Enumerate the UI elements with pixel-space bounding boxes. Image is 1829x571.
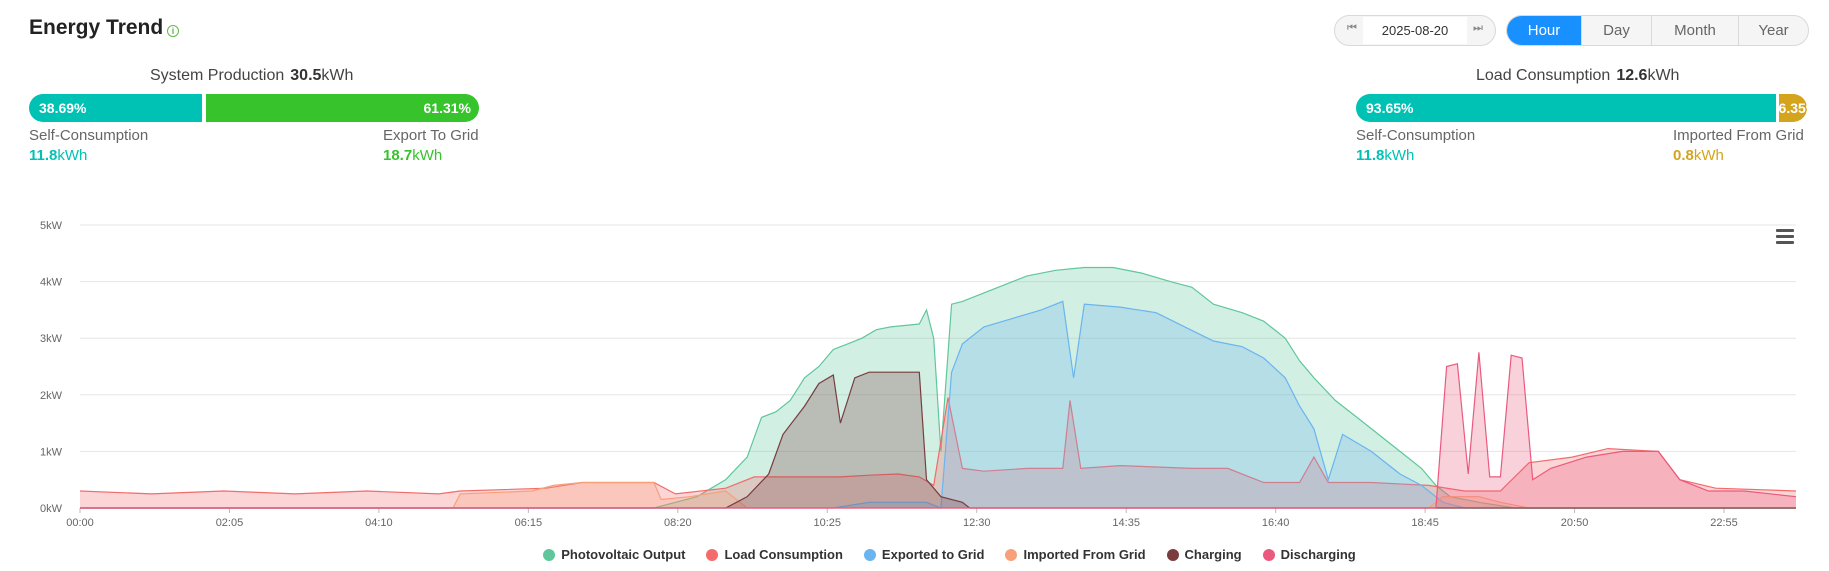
tab-day[interactable]: Day [1581, 16, 1651, 45]
consumption-self-unit: kWh [1384, 147, 1415, 164]
legend-label: Load Consumption [724, 547, 843, 562]
legend-item[interactable]: Discharging [1262, 547, 1356, 562]
consumption-bar: 93.65% 6.35% [1356, 94, 1807, 122]
consumption-label: Load Consumption [1476, 67, 1611, 84]
legend-item[interactable]: Load Consumption [706, 547, 843, 562]
energy-trend-chart[interactable]: 0kW 1kW 2kW 3kW 4kW 5kW 00:00 02:05 04:10 06:15 08… [0, 205, 1829, 540]
tab-year[interactable]: Year [1738, 16, 1808, 45]
y-tick-label: 2kW [40, 390, 63, 402]
y-tick-label: 5kW [40, 220, 63, 232]
production-export-unit: kWh [412, 147, 443, 164]
legend-dot-icon [1005, 548, 1018, 561]
bar-divider [201, 94, 206, 122]
legend-dot-icon [1262, 548, 1275, 561]
y-tick-label: 0kW [40, 503, 63, 515]
y-tick-label: 1kW [40, 446, 63, 458]
legend-dot-icon [1166, 548, 1179, 561]
x-tick-label: 14:35 [1112, 517, 1140, 529]
series-line-2 [80, 300, 1796, 509]
legend-item[interactable]: Imported From Grid [1005, 547, 1146, 562]
x-tick-label: 22:55 [1710, 517, 1738, 529]
series-line-1 [79, 397, 1797, 495]
x-tick-label: 06:15 [515, 517, 543, 529]
production-export-value-wrap: 18.7kWh [383, 147, 442, 164]
legend-label: Exported to Grid [881, 547, 985, 562]
legend-dot-icon [706, 548, 719, 561]
x-tick-label: 20:50 [1561, 517, 1589, 529]
consumption-import-value: 0.8 [1673, 147, 1694, 164]
production-self-value: 11.8 [29, 147, 58, 164]
consumption-import-unit: kWh [1693, 147, 1724, 164]
legend-label: Charging [1184, 547, 1242, 562]
consumption-self-label: Self-Consumption [1356, 127, 1476, 144]
production-export-value: 18.7 [383, 147, 413, 164]
production-label: System Production [150, 67, 285, 84]
chart-menu-icon[interactable] [1776, 229, 1794, 245]
series-line-3 [80, 481, 1796, 509]
period-tabs: Hour Day Month Year [1506, 15, 1809, 46]
x-tick-label: 04:10 [365, 517, 393, 529]
series-area-3 [80, 482, 1796, 508]
consumption-self-segment: 93.65% [1356, 94, 1776, 122]
x-tick-label: 08:20 [664, 517, 692, 529]
x-tick-label: 16:40 [1262, 517, 1290, 529]
legend-label: Photovoltaic Output [561, 547, 686, 562]
first-page-icon[interactable]: ⏮ [1347, 22, 1357, 34]
production-value: 30.5 [290, 67, 322, 84]
production-self-unit: kWh [57, 147, 88, 164]
series-line-5 [80, 352, 1797, 509]
consumption-import-value-wrap: 0.8kWh [1673, 147, 1724, 164]
legend-dot-icon [863, 548, 876, 561]
series-area-5 [80, 352, 1796, 508]
consumption-title: Load Consumption 12.6kWh [1476, 67, 1679, 85]
consumption-import-label: Imported From Grid [1673, 127, 1804, 144]
x-tick-label: 00:00 [66, 517, 94, 529]
last-page-icon[interactable]: ⏭ [1473, 22, 1483, 34]
y-tick-label: 3kW [40, 333, 63, 345]
legend-label: Imported From Grid [1023, 547, 1146, 562]
production-self-segment: 38.69% [29, 94, 202, 122]
page-title: Energy Trend [29, 16, 164, 39]
legend-label: Discharging [1280, 547, 1356, 562]
consumption-value: 12.6 [1616, 67, 1648, 84]
production-self-value-wrap: 11.8kWh [29, 147, 87, 164]
date-picker[interactable]: ⏮ 2025-08-20 ⏭ [1334, 15, 1496, 46]
series-area-0 [80, 267, 1796, 508]
x-tick-label: 02:05 [216, 517, 244, 529]
consumption-import-segment: 6.35% [1778, 94, 1807, 122]
legend-item[interactable]: Exported to Grid [863, 547, 985, 562]
date-value[interactable]: 2025-08-20 [1363, 17, 1467, 44]
bar-divider [1775, 94, 1779, 122]
x-tick-label: 12:30 [963, 517, 991, 529]
series-line-0 [80, 266, 1796, 509]
production-title: System Production 30.5kWh [150, 67, 353, 85]
production-self-label: Self-Consumption [29, 127, 149, 144]
tab-month[interactable]: Month [1651, 16, 1738, 45]
x-tick-label: 10:25 [814, 517, 842, 529]
y-tick-label: 4kW [40, 277, 63, 289]
production-export-label: Export To Grid [383, 127, 479, 144]
production-bar: 38.69% 61.31% [29, 94, 479, 122]
series-area-1 [80, 397, 1796, 508]
series-line-4 [80, 371, 1796, 509]
production-unit: kWh [321, 67, 354, 84]
series-area-2 [80, 301, 1796, 508]
info-icon[interactable]: i [167, 25, 179, 37]
legend-item[interactable]: Photovoltaic Output [543, 547, 685, 562]
chart-legend: Photovoltaic Output Load Consumption Expor… [0, 547, 1829, 562]
consumption-unit: kWh [1647, 67, 1680, 84]
production-export-segment: 61.31% [205, 94, 479, 122]
tab-hour[interactable]: Hour [1507, 16, 1581, 45]
legend-item[interactable]: Charging [1166, 547, 1242, 562]
legend-dot-icon [543, 548, 556, 561]
x-tick-label: 18:45 [1411, 517, 1439, 529]
consumption-self-value: 11.8 [1356, 147, 1385, 164]
consumption-self-value-wrap: 11.8kWh [1356, 147, 1414, 164]
